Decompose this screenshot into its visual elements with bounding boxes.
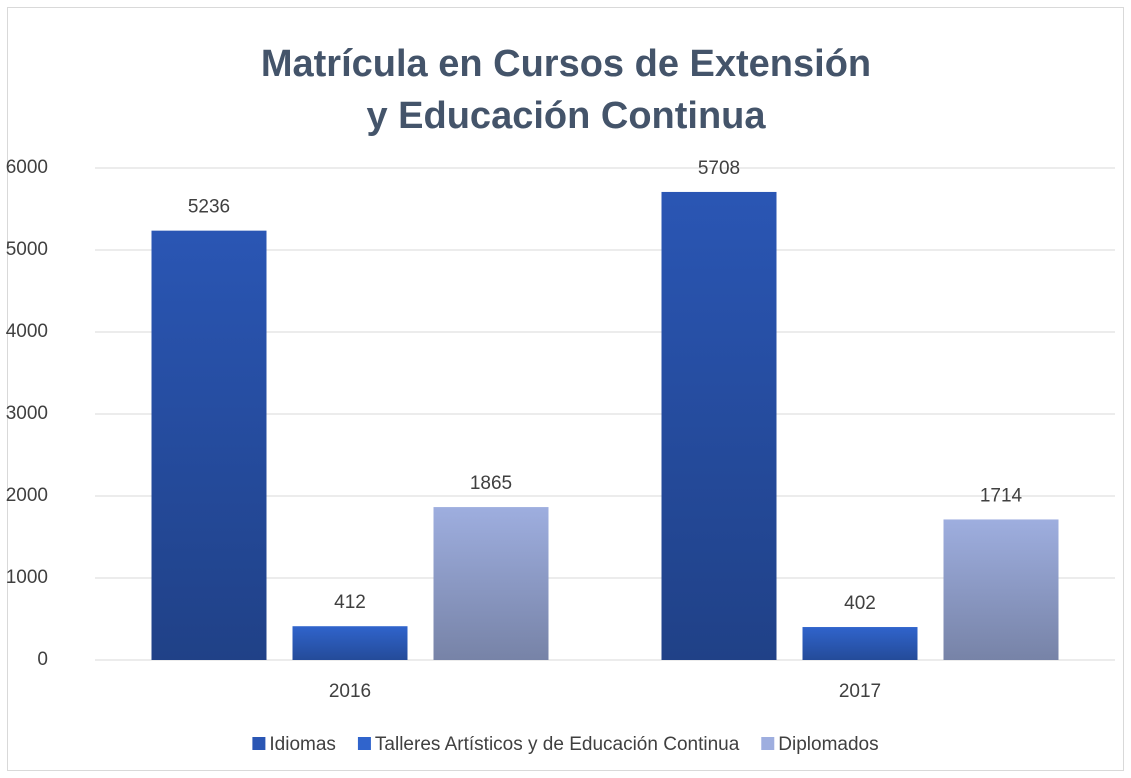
- legend-marker: [357, 737, 371, 750]
- data-label: 5236: [188, 197, 230, 218]
- bar: [433, 507, 549, 660]
- data-label: 1714: [980, 485, 1023, 506]
- bar: [943, 519, 1059, 660]
- y-tick-label: 1000: [6, 567, 48, 588]
- x-tick-label: 2017: [839, 681, 881, 702]
- data-label: 402: [844, 593, 876, 614]
- data-label: 1865: [470, 473, 512, 494]
- legend: Idiomas Talleres Artísticos y de Educació…: [252, 734, 879, 755]
- y-tick-label: 4000: [6, 321, 48, 342]
- bar: [661, 191, 777, 660]
- legend-label: Diplomados: [778, 734, 878, 755]
- data-label: 412: [334, 592, 366, 613]
- legend-marker: [761, 737, 775, 750]
- bar: [292, 626, 408, 660]
- chart-border: [7, 7, 1124, 771]
- bar: [151, 230, 267, 660]
- data-label: 5708: [698, 158, 740, 179]
- y-tick-label: 2000: [6, 485, 48, 506]
- y-tick-label: 3000: [6, 403, 48, 424]
- chart-title: Matrícula en Cursos de Extensión y Educa…: [260, 43, 872, 137]
- y-tick-label: 0: [37, 649, 48, 670]
- bar: [802, 627, 918, 660]
- legend-marker: [252, 737, 266, 750]
- y-tick-label: 5000: [6, 239, 48, 260]
- y-tick-label: 6000: [6, 157, 48, 178]
- x-tick-label: 2016: [329, 681, 371, 702]
- legend-label: Talleres Artísticos y de Educación Conti…: [375, 734, 740, 755]
- legend-label: Idiomas: [269, 734, 336, 755]
